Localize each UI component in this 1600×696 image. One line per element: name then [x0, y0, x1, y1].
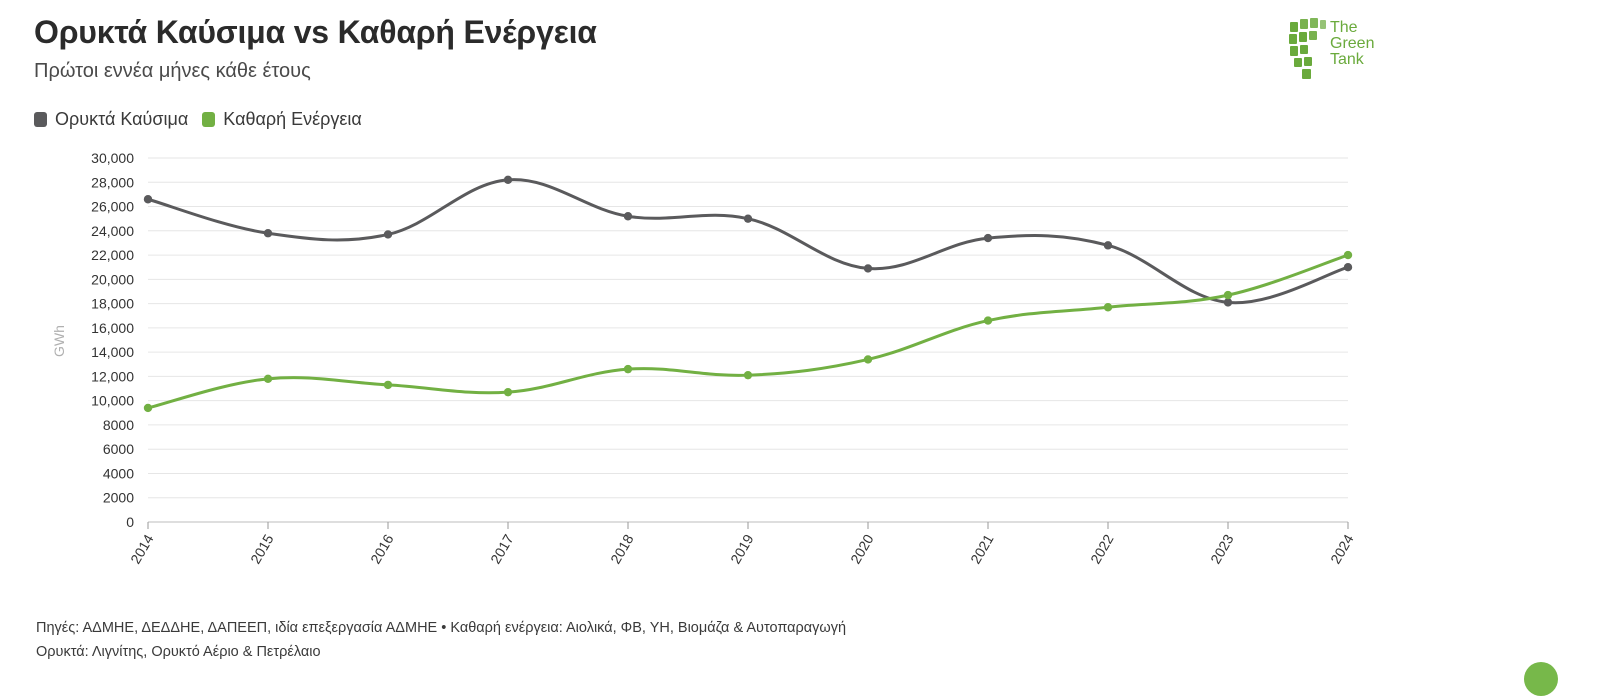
data-point-clean[interactable]	[863, 355, 873, 364]
green-tank-logo: The Green Tank	[1288, 14, 1398, 90]
data-point-clean[interactable]	[743, 370, 753, 380]
x-tick-label: 2015	[247, 531, 277, 566]
data-point-clean[interactable]	[263, 374, 273, 384]
y-tick-label: 10,000	[91, 393, 134, 409]
grid-lines	[148, 157, 1348, 523]
x-tick-label: 2017	[487, 531, 517, 566]
y-tick-label: 12,000	[91, 368, 134, 384]
data-point-clean[interactable]	[983, 316, 993, 325]
y-tick-label: 16,000	[91, 320, 134, 336]
series-line-fossil	[147, 178, 1349, 305]
legend-label-clean: Καθαρή Ενέργεια	[223, 109, 362, 129]
y-tick-label: 22,000	[91, 247, 134, 263]
x-tick-label: 2021	[967, 531, 997, 566]
series-lines	[143, 175, 1353, 413]
data-point-fossil[interactable]	[1223, 298, 1233, 307]
y-axis-ticks: 0 2000 4000 6000 8000 10,000 12,000 14,000 16,00…	[91, 150, 134, 530]
y-tick-label: 28,000	[91, 174, 134, 190]
data-point-fossil[interactable]	[863, 264, 873, 273]
x-tick-label: 2016	[367, 531, 397, 566]
x-tick-label: 2023	[1207, 531, 1237, 566]
legend-swatch-fossil	[34, 112, 47, 127]
data-point-fossil[interactable]	[263, 229, 273, 238]
data-point-fossil[interactable]	[143, 195, 153, 204]
x-tick-label: 2024	[1327, 531, 1357, 566]
chat-bubble-button[interactable]	[1524, 662, 1558, 696]
source-line-1: Πηγές: ΑΔΜΗΕ, ΔΕΔΔΗΕ, ΔΑΠΕΕΠ, ιδία επεξε…	[36, 620, 847, 636]
x-axis-ticks: 2014 2015 2016 2017 2018 2019 2020 2021 2022 2023…	[127, 522, 1357, 566]
y-tick-label: 30,000	[91, 150, 134, 166]
green-tank-logo-icon	[1289, 18, 1326, 79]
y-tick-label: 0	[126, 514, 134, 530]
y-tick-label: 18,000	[91, 296, 134, 312]
data-point-clean[interactable]	[143, 403, 153, 413]
y-tick-label: 6000	[103, 441, 134, 457]
data-point-fossil[interactable]	[983, 233, 993, 243]
data-point-fossil[interactable]	[1103, 241, 1113, 250]
data-point-fossil[interactable]	[383, 230, 393, 239]
y-tick-label: 8000	[103, 417, 134, 433]
line-chart: 0 2000 4000 6000 8000 10,000 12,000 14,000 16,00…	[51, 150, 1357, 566]
data-point-clean[interactable]	[1343, 250, 1353, 260]
y-tick-label: 4000	[103, 465, 134, 481]
legend-item-fossil[interactable]: Ορυκτά Καύσιμα	[34, 109, 188, 130]
x-tick-label: 2020	[847, 531, 877, 566]
y-tick-label: 14,000	[91, 344, 134, 360]
data-point-clean[interactable]	[623, 364, 633, 374]
x-tick-label: 2014	[127, 531, 157, 566]
y-tick-label: 26,000	[91, 199, 134, 215]
x-tick-label: 2022	[1087, 531, 1117, 566]
y-tick-label: 2000	[103, 490, 134, 506]
legend-swatch-clean	[202, 112, 216, 127]
data-point-fossil[interactable]	[623, 212, 633, 221]
y-axis-label: GWh	[51, 325, 67, 357]
source-line-2: Ορυκτά: Λιγνίτης, Ορυκτό Αέριο & Πετρέλα…	[36, 644, 321, 660]
data-point-clean[interactable]	[1103, 303, 1113, 312]
chart-subtitle: Πρώτοι εννέα μήνες κάθε έτους	[34, 60, 311, 82]
legend: Ορυκτά Καύσιμα Καθαρή Ενέργεια	[34, 109, 362, 130]
legend-label-fossil: Ορυκτά Καύσιμα	[55, 109, 189, 129]
data-point-fossil[interactable]	[1343, 263, 1353, 272]
chart-title: Ορυκτά Καύσιμα vs Καθαρή Ενέργεια	[34, 14, 597, 50]
x-tick-label: 2018	[607, 531, 637, 566]
y-tick-label: 24,000	[91, 223, 134, 239]
x-tick-label: 2019	[727, 531, 757, 566]
legend-item-clean[interactable]: Καθαρή Ενέργεια	[202, 109, 362, 130]
y-tick-label: 20,000	[91, 271, 134, 287]
data-point-fossil[interactable]	[503, 175, 513, 185]
data-point-clean[interactable]	[383, 380, 393, 390]
source-notes: Πηγές: ΑΔΜΗΕ, ΔΕΔΔΗΕ, ΔΑΠΕΕΠ, ιδία επεξε…	[36, 616, 846, 664]
data-point-clean[interactable]	[1223, 290, 1233, 300]
logo-text: The Green Tank	[1330, 19, 1375, 68]
data-point-clean[interactable]	[503, 387, 513, 397]
data-point-fossil[interactable]	[743, 214, 753, 223]
